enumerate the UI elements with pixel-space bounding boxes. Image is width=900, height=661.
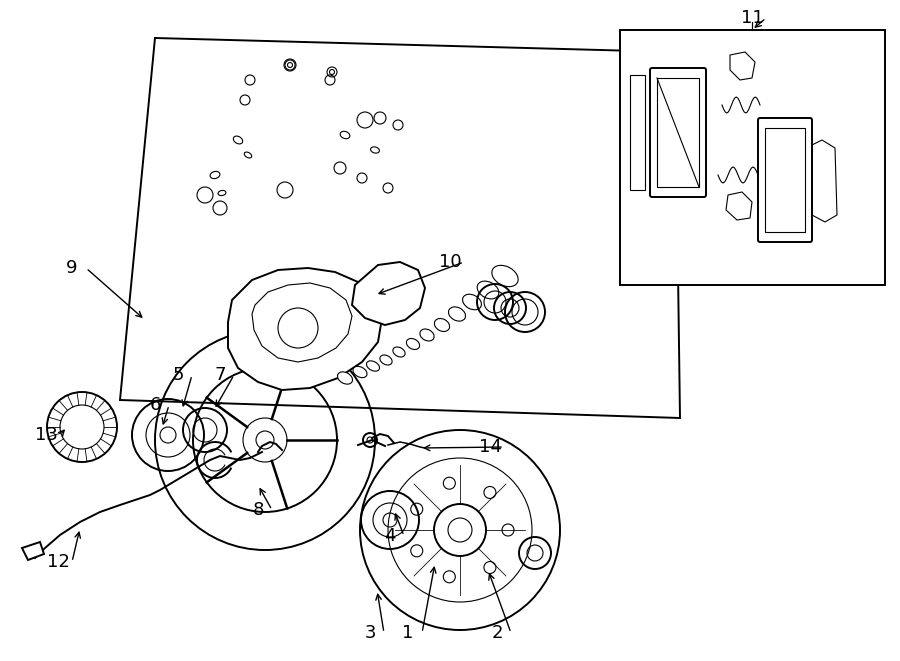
Ellipse shape [244,152,252,158]
Polygon shape [252,283,352,362]
Ellipse shape [353,366,367,377]
Ellipse shape [463,294,482,310]
FancyBboxPatch shape [758,118,812,242]
Polygon shape [228,268,382,390]
Text: 4: 4 [384,527,396,545]
Ellipse shape [435,319,450,332]
Bar [657,78,699,187]
Text: 6: 6 [149,396,161,414]
Polygon shape [22,542,44,560]
Ellipse shape [340,132,350,139]
Polygon shape [120,38,680,418]
Ellipse shape [371,147,380,153]
Text: 8: 8 [252,501,264,519]
Ellipse shape [420,329,434,341]
Text: 1: 1 [402,624,414,642]
Text: 12: 12 [47,553,69,571]
Ellipse shape [477,281,499,299]
Ellipse shape [407,338,419,350]
Ellipse shape [448,307,465,321]
Bar [765,128,805,232]
Text: 3: 3 [364,624,376,642]
Text: 10: 10 [438,253,462,271]
Ellipse shape [393,347,405,357]
Ellipse shape [338,372,353,384]
Text: 5: 5 [172,366,184,384]
Text: 14: 14 [479,438,501,456]
Polygon shape [352,262,425,325]
Bar [620,30,885,285]
Ellipse shape [210,171,220,178]
Text: 11: 11 [741,9,763,27]
Ellipse shape [218,190,226,196]
Ellipse shape [380,355,392,365]
Text: 2: 2 [491,624,503,642]
Ellipse shape [366,361,380,371]
FancyBboxPatch shape [650,68,706,197]
Text: 9: 9 [67,259,77,277]
Text: 13: 13 [34,426,58,444]
Ellipse shape [492,265,518,287]
Ellipse shape [233,136,243,144]
Text: 7: 7 [214,366,226,384]
